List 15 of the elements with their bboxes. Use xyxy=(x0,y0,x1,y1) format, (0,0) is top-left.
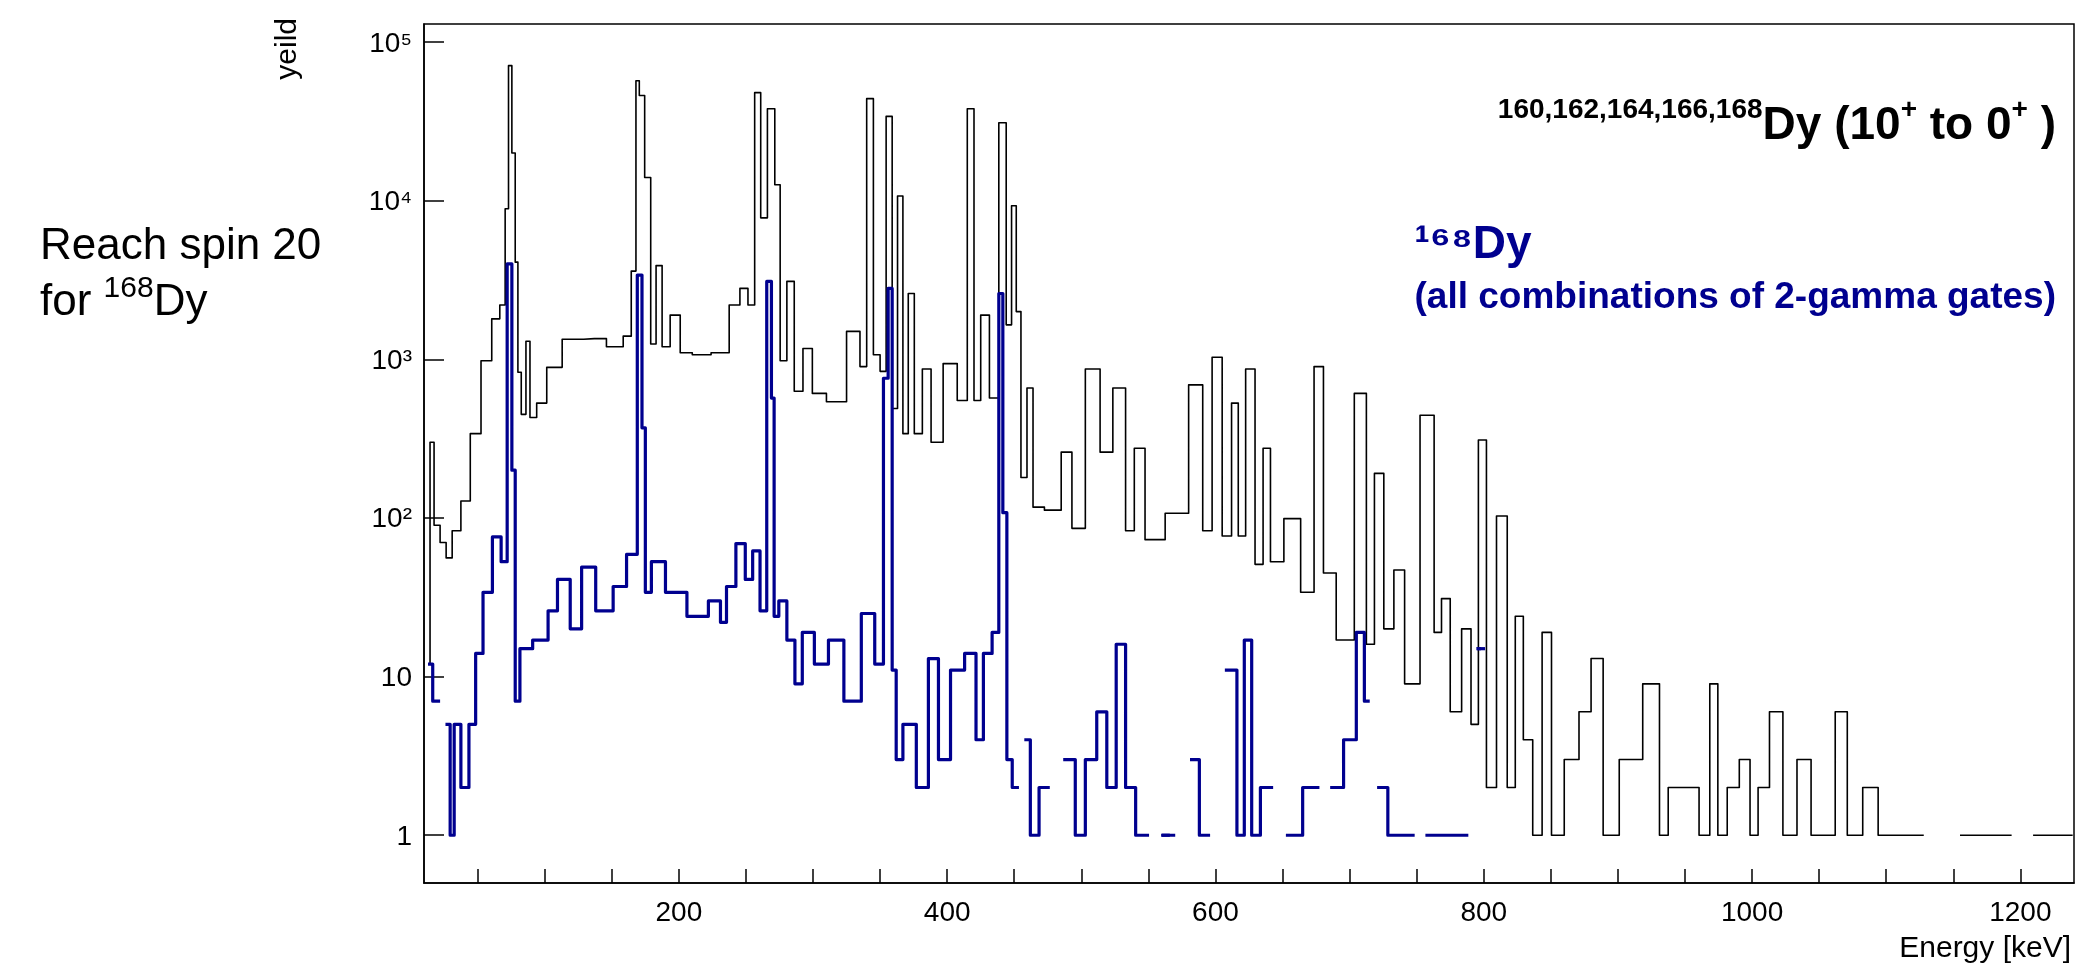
x-tick-label: 800 xyxy=(1460,895,1508,927)
y-axis-title: yeild xyxy=(268,18,302,80)
x-axis-title: Energy [keV] xyxy=(1899,929,2072,963)
x-tick-label: 400 xyxy=(923,895,971,927)
y-tick-label: 10 xyxy=(380,661,412,693)
y-tick-label: 1 xyxy=(396,819,412,851)
y-tick-label: 10³ xyxy=(371,343,412,375)
text: ¹⁶⁸Dy (all combinations of 2-gamma gates) xyxy=(1414,216,2057,316)
x-tick-label: 1200 xyxy=(1989,895,2052,927)
x-tick-label: 600 xyxy=(1192,895,1239,927)
x-tick-label: 200 xyxy=(655,895,703,927)
y-tick-label: 10² xyxy=(371,502,412,534)
y-tick-label: 10⁵ xyxy=(369,26,412,58)
y-tick-label: 10⁴ xyxy=(368,185,412,217)
x-tick-label: 1000 xyxy=(1720,895,1784,927)
